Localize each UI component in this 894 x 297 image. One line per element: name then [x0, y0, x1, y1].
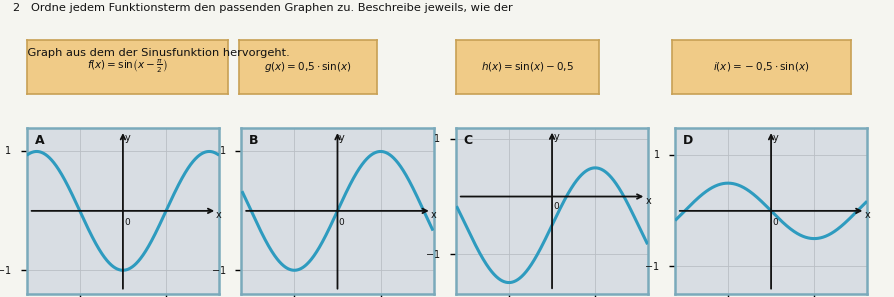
Text: 1: 1 — [654, 150, 660, 160]
Text: x: x — [645, 196, 651, 206]
Text: Graph aus dem der Sinusfunktion hervorgeht.: Graph aus dem der Sinusfunktion hervorge… — [13, 48, 291, 58]
Text: 1: 1 — [434, 134, 441, 144]
Text: D: D — [683, 134, 693, 147]
Text: $h(x) = \sin(x) - 0{,}5$: $h(x) = \sin(x) - 0{,}5$ — [481, 60, 574, 73]
Text: 1: 1 — [5, 146, 12, 157]
Text: 1: 1 — [220, 146, 226, 157]
Text: 0: 0 — [772, 217, 778, 227]
Text: 2   Ordne jedem Funktionsterm den passenden Graphen zu. Beschreibe jeweils, wie : 2 Ordne jedem Funktionsterm den passende… — [13, 3, 513, 13]
Text: 0: 0 — [339, 217, 344, 227]
Text: $-1$: $-1$ — [0, 264, 12, 276]
Text: $g(x) = 0{,}5 \cdot \sin(x)$: $g(x) = 0{,}5 \cdot \sin(x)$ — [265, 60, 351, 74]
Text: 0: 0 — [124, 217, 130, 227]
Text: y: y — [553, 132, 559, 142]
Text: y: y — [772, 133, 778, 143]
Text: x: x — [864, 210, 870, 220]
Text: y: y — [339, 133, 344, 143]
Text: $-1$: $-1$ — [426, 248, 441, 260]
Text: y: y — [124, 133, 130, 143]
Text: x: x — [431, 210, 436, 220]
Text: $-1$: $-1$ — [211, 264, 226, 276]
Text: x: x — [216, 210, 222, 220]
Text: 0: 0 — [553, 202, 559, 211]
Text: B: B — [249, 134, 258, 147]
Text: $i(x) = -0{,}5 \cdot \sin(x)$: $i(x) = -0{,}5 \cdot \sin(x)$ — [713, 60, 810, 73]
Text: A: A — [35, 134, 44, 147]
Text: C: C — [464, 134, 473, 147]
Text: $-1$: $-1$ — [645, 260, 660, 272]
Text: $f(x) = \sin\!\left(x - \frac{\pi}{2}\right)$: $f(x) = \sin\!\left(x - \frac{\pi}{2}\ri… — [87, 58, 168, 75]
